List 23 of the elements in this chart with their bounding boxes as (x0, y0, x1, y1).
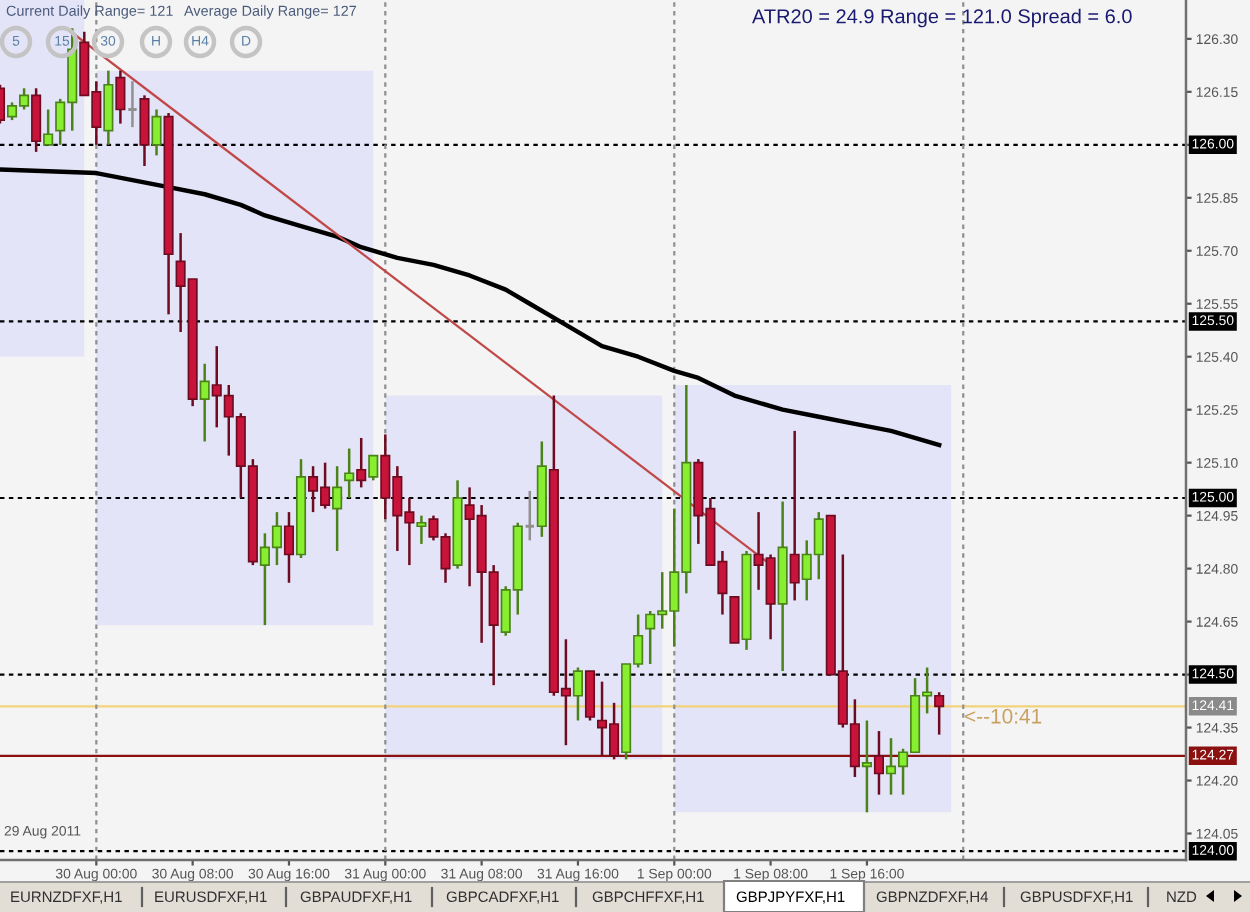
candlestick (861, 719, 872, 814)
candlestick (115, 69, 126, 125)
candlestick (416, 514, 427, 546)
candlestick (31, 87, 42, 154)
candlestick (356, 436, 367, 489)
candlestick (199, 362, 210, 443)
annotation: <--10:41 (965, 708, 1042, 724)
candlestick (332, 464, 343, 553)
candlestick (151, 108, 162, 157)
candlestick (103, 69, 114, 147)
annotation: ATR20 = 24.9 Range = 121.0 Spread = 6.0 (752, 8, 1132, 28)
candlestick (139, 94, 150, 168)
candlestick (368, 454, 379, 482)
candlestick (934, 690, 945, 736)
candlestick (873, 729, 885, 796)
candlestick (572, 666, 583, 722)
bar (96, 70, 374, 626)
candlestick (43, 108, 54, 147)
candlestick (729, 596, 740, 644)
candlestick (344, 447, 355, 500)
candlestick (789, 429, 800, 602)
candlestick (283, 510, 295, 584)
candlestick (584, 669, 596, 722)
